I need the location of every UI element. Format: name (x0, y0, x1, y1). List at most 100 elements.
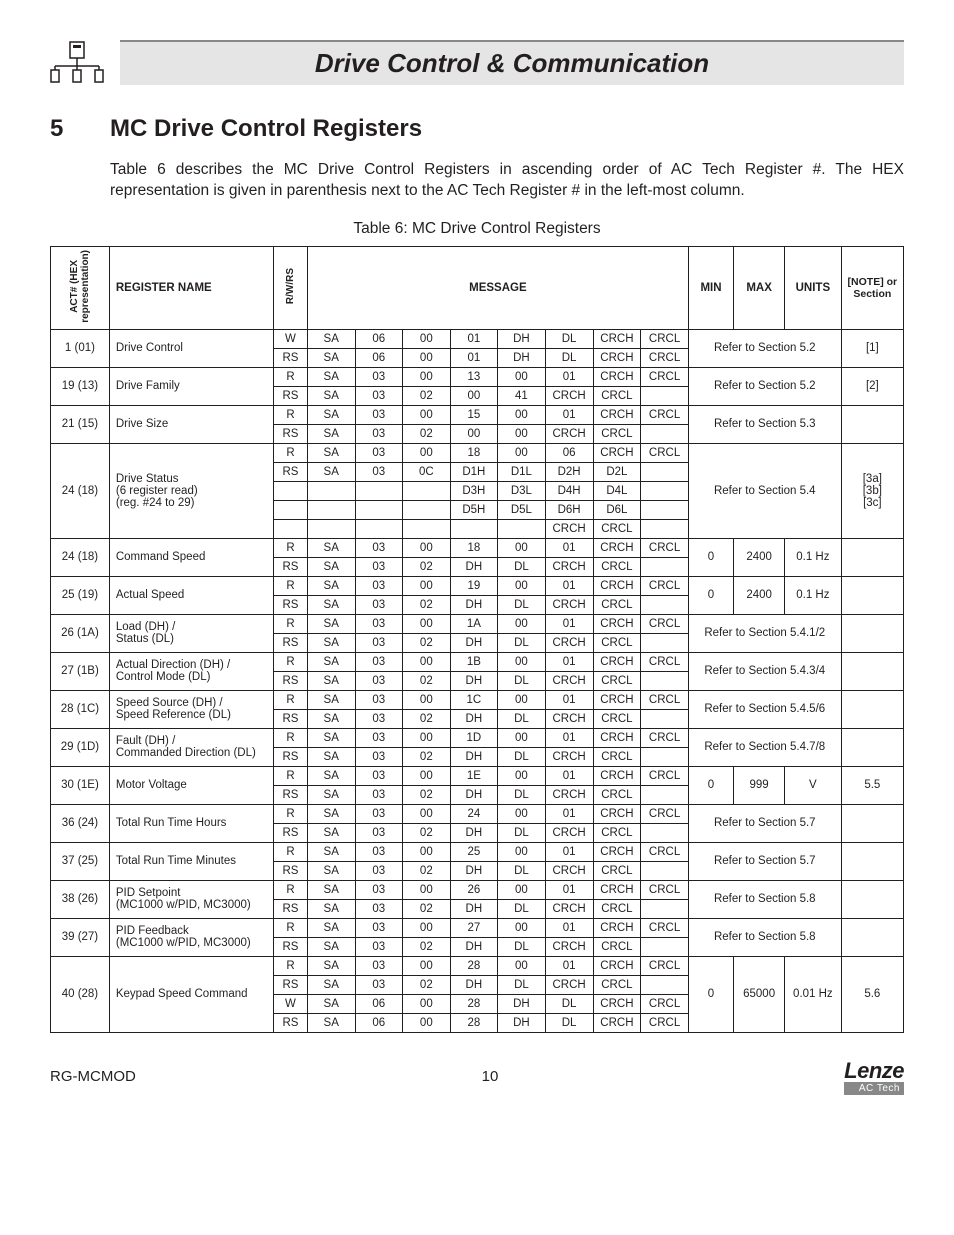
footer-logo: Lenze AC Tech (844, 1058, 904, 1095)
cell-msg: CRCH (593, 443, 641, 462)
cell-msg (641, 595, 689, 614)
table-row: 28 (1C)Speed Source (DH) / Speed Referen… (51, 690, 904, 709)
cell-msg: 01 (545, 728, 593, 747)
cell-msg: D6H (545, 500, 593, 519)
doc-title: Drive Control & Communication (120, 40, 904, 85)
cell-msg: 00 (403, 348, 451, 367)
cell-name: Motor Voltage (109, 766, 273, 804)
cell-msg: 00 (403, 652, 451, 671)
cell-act: 40 (28) (51, 956, 110, 1032)
cell-msg: 00 (498, 804, 546, 823)
cell-msg: CRCH (545, 424, 593, 443)
cell-msg: 06 (355, 348, 403, 367)
cell-msg: CRCL (641, 766, 689, 785)
cell-act: 29 (1D) (51, 728, 110, 766)
cell-max: 65000 (734, 956, 785, 1032)
cell-msg: 03 (355, 861, 403, 880)
cell-msg: SA (307, 614, 355, 633)
cell-rws: RS (274, 386, 308, 405)
cell-rws: RS (274, 937, 308, 956)
cell-msg: 03 (355, 443, 403, 462)
hdr-note: [NOTE] or Section (841, 246, 903, 329)
cell-msg: CRCH (593, 614, 641, 633)
cell-act: 25 (19) (51, 576, 110, 614)
cell-msg (641, 462, 689, 481)
cell-msg: D5L (498, 500, 546, 519)
table-header-row: ACT# (HEX representation) REGISTER NAME … (51, 246, 904, 329)
cell-name: Actual Speed (109, 576, 273, 614)
cell-msg: DL (498, 975, 546, 994)
cell-msg: DH (450, 633, 498, 652)
cell-msg (355, 500, 403, 519)
cell-msg: 02 (403, 424, 451, 443)
cell-msg: SA (307, 937, 355, 956)
table-row: 30 (1E)Motor VoltageRSA03001E0001CRCHCRC… (51, 766, 904, 785)
cell-msg: CRCL (641, 367, 689, 386)
cell-msg: DH (450, 671, 498, 690)
cell-msg: 1A (450, 614, 498, 633)
cell-msg (641, 899, 689, 918)
table-caption: Table 6: MC Drive Control Registers (50, 220, 904, 238)
cell-msg (307, 519, 355, 538)
cell-msg: SA (307, 823, 355, 842)
cell-msg: SA (307, 462, 355, 481)
cell-msg (641, 386, 689, 405)
cell-msg (498, 519, 546, 538)
cell-rws: W (274, 994, 308, 1013)
section-body: Table 6 describes the MC Drive Control R… (110, 159, 904, 202)
cell-msg: 06 (545, 443, 593, 462)
cell-min: 0 (688, 538, 733, 576)
cell-msg: SA (307, 576, 355, 595)
cell-msg: DL (498, 557, 546, 576)
cell-min: 0 (688, 956, 733, 1032)
cell-msg: CRCH (593, 766, 641, 785)
cell-msg: 15 (450, 405, 498, 424)
cell-msg: SA (307, 842, 355, 861)
cell-msg: D5H (450, 500, 498, 519)
cell-msg: CRCL (641, 405, 689, 424)
cell-max: 2400 (734, 576, 785, 614)
cell-msg: CRCL (593, 595, 641, 614)
cell-msg: 25 (450, 842, 498, 861)
cell-msg: CRCL (641, 614, 689, 633)
cell-ref: Refer to Section 5.7 (688, 842, 841, 880)
cell-note (841, 728, 903, 766)
cell-rws: RS (274, 633, 308, 652)
cell-msg: SA (307, 709, 355, 728)
cell-msg: CRCH (593, 348, 641, 367)
cell-msg: 00 (498, 728, 546, 747)
cell-msg: DH (450, 937, 498, 956)
cell-act: 38 (26) (51, 880, 110, 918)
cell-rws: RS (274, 709, 308, 728)
cell-ref: Refer to Section 5.4.7/8 (688, 728, 841, 766)
cell-msg: CRCL (593, 861, 641, 880)
pc-icon (50, 40, 105, 85)
cell-msg: SA (307, 557, 355, 576)
cell-name: Drive Size (109, 405, 273, 443)
section-title: MC Drive Control Registers (110, 115, 422, 143)
cell-msg: DL (498, 747, 546, 766)
hdr-max: MAX (734, 246, 785, 329)
table-row: 25 (19)Actual SpeedRSA0300190001CRCHCRCL… (51, 576, 904, 595)
table-row: 27 (1B)Actual Direction (DH) / Control M… (51, 652, 904, 671)
cell-msg: 00 (403, 443, 451, 462)
cell-msg: CRCL (593, 823, 641, 842)
cell-msg (355, 519, 403, 538)
cell-msg (641, 785, 689, 804)
cell-msg: CRCL (593, 975, 641, 994)
cell-msg: CRCL (641, 994, 689, 1013)
cell-msg: DH (450, 595, 498, 614)
cell-msg: 02 (403, 937, 451, 956)
cell-msg: CRCH (593, 842, 641, 861)
cell-msg: CRCL (641, 576, 689, 595)
cell-msg: CRCL (593, 747, 641, 766)
cell-msg: 01 (545, 614, 593, 633)
cell-msg: 02 (403, 747, 451, 766)
cell-msg: DH (450, 899, 498, 918)
cell-msg: 00 (498, 880, 546, 899)
cell-ref: Refer to Section 5.3 (688, 405, 841, 443)
cell-msg: 00 (403, 956, 451, 975)
cell-rws: W (274, 329, 308, 348)
cell-msg: 00 (403, 614, 451, 633)
cell-msg: 01 (545, 842, 593, 861)
